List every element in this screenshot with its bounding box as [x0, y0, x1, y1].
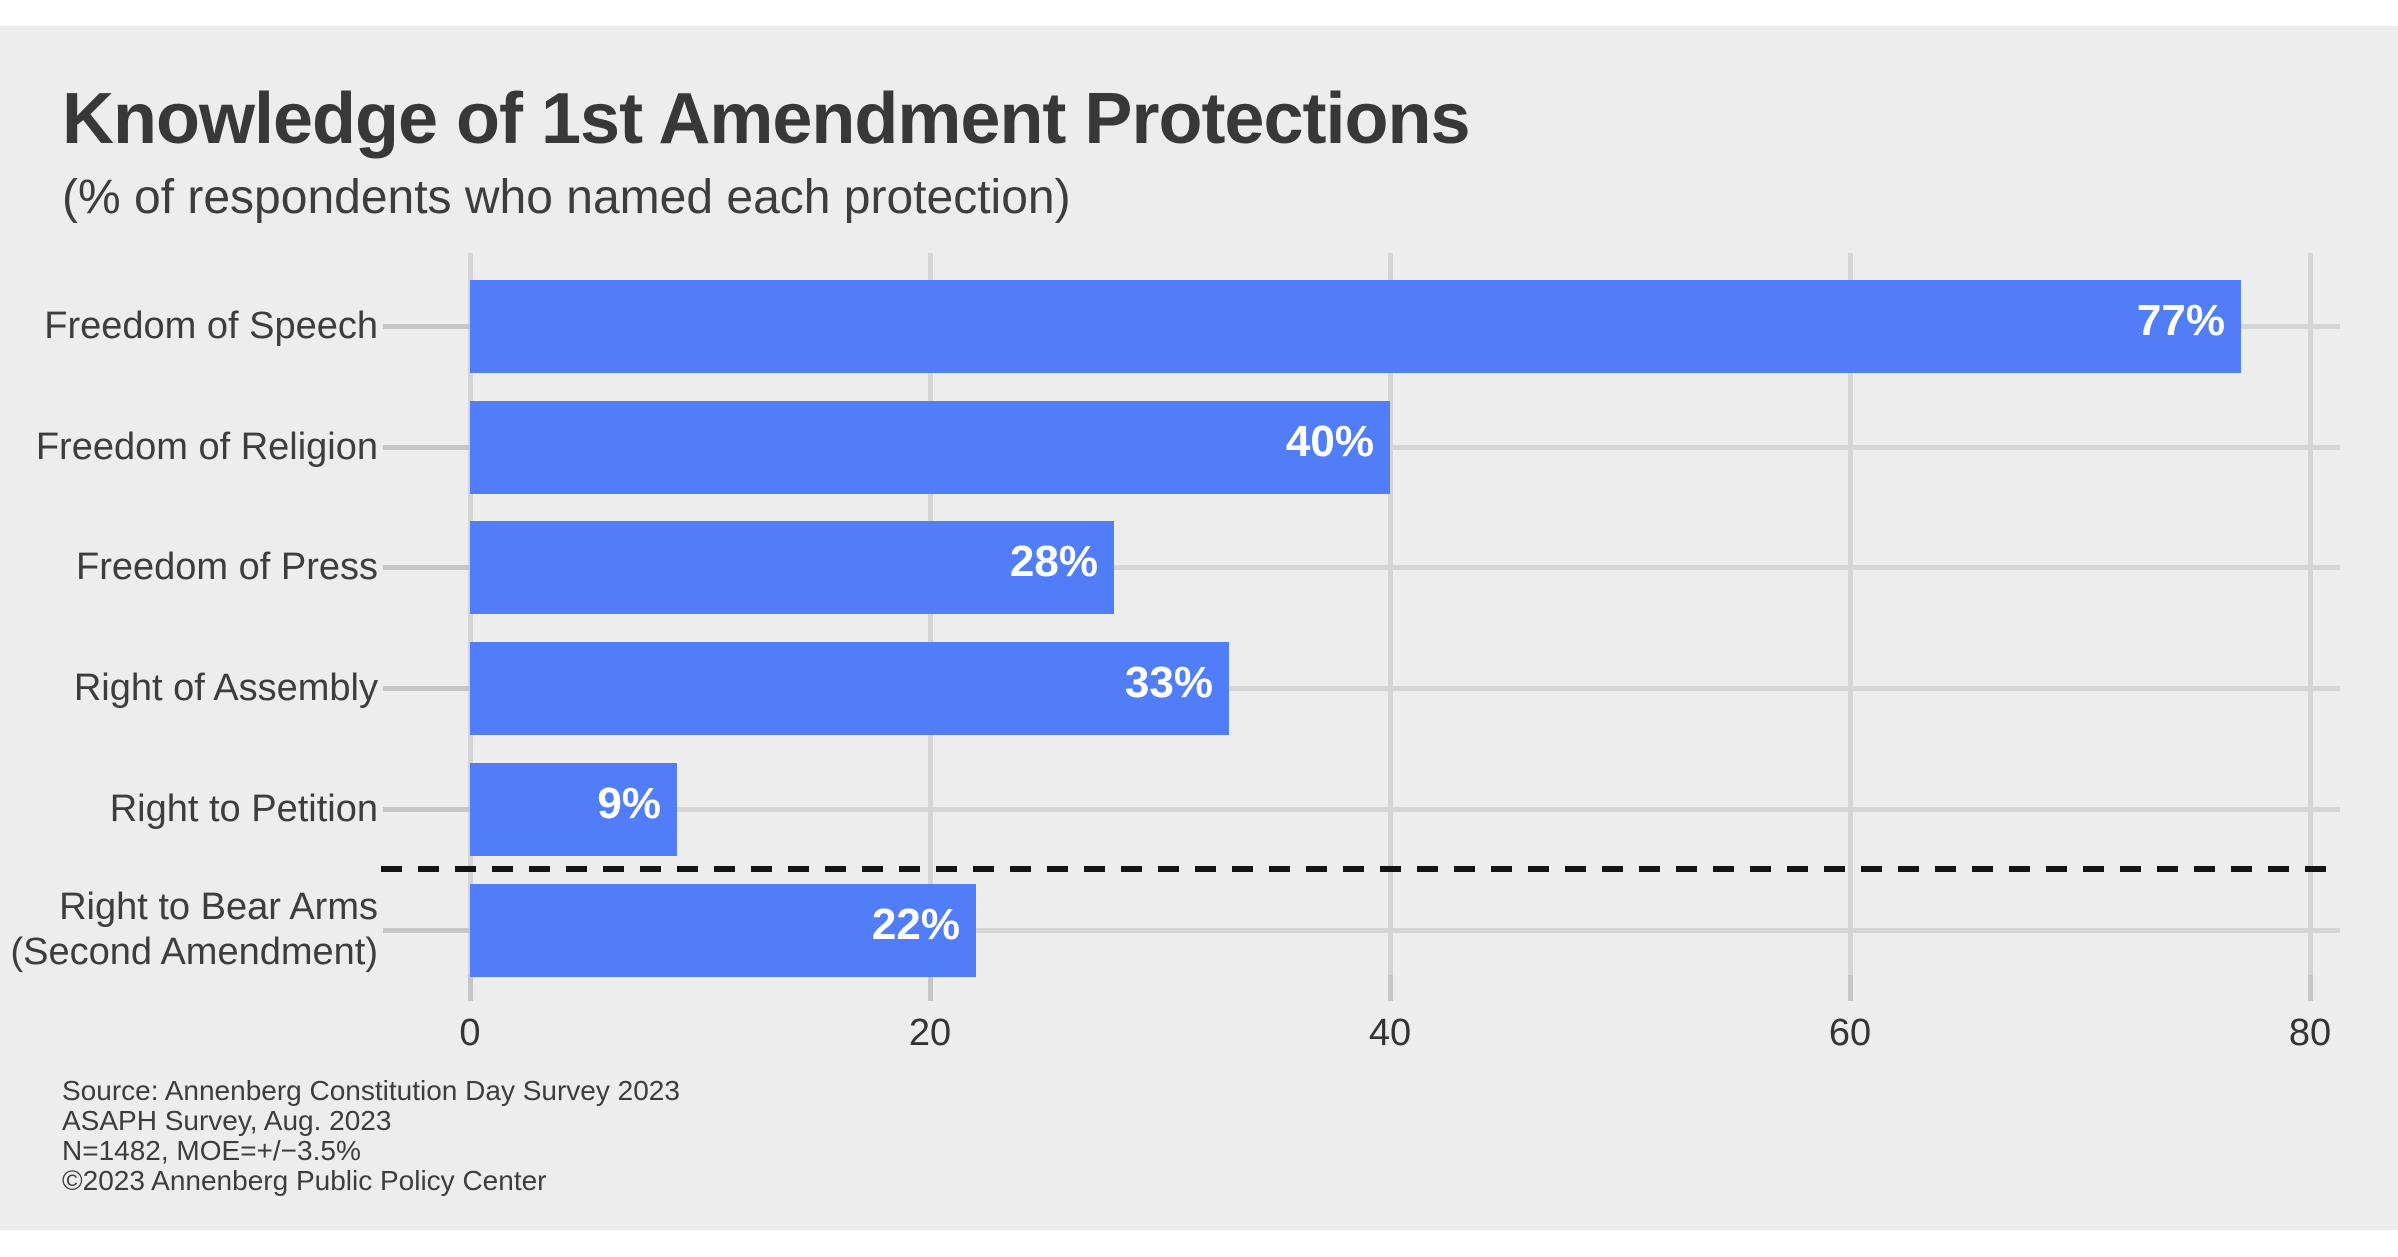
x-tick-label: 20 [908, 1012, 952, 1054]
x-tick-mark [2307, 975, 2313, 1001]
x-gridline [1387, 253, 1393, 975]
x-tick-label: 0 [459, 1012, 481, 1054]
bar-value-label: 77% [2136, 296, 2225, 345]
x-tick-label: 40 [1368, 1012, 1412, 1054]
y-gridline [470, 806, 2340, 812]
x-gridline [2307, 253, 2313, 975]
y-gridline [470, 565, 2340, 571]
bar [470, 400, 1390, 494]
x-tick-mark [1387, 975, 1393, 1001]
page-title: Knowledge of 1st Amendment Protections [62, 79, 1470, 159]
category-label: Right of Assembly [73, 667, 378, 710]
category-tick [383, 927, 470, 933]
y-gridline [470, 927, 2340, 933]
bar [470, 280, 2241, 373]
category-label: Freedom of Press [76, 546, 378, 589]
bottom-white-band [0, 1230, 2398, 1257]
y-gridline [470, 444, 2340, 450]
category-tick [383, 444, 470, 450]
bar [470, 521, 1114, 615]
source-note: Source: Annenberg Constitution Day Surve… [62, 1076, 680, 1196]
source-line: Source: Annenberg Constitution Day Surve… [62, 1075, 680, 1106]
x-tick-mark [927, 975, 933, 1001]
category-tick [383, 806, 470, 812]
category-label: Freedom of Speech [44, 305, 378, 347]
y-gridline [470, 686, 2340, 692]
category-label: Freedom of Religion [35, 425, 378, 468]
category-tick [383, 565, 470, 571]
bar [470, 883, 976, 977]
x-tick-label: 60 [1828, 1012, 1872, 1054]
bar-value-label: 9% [597, 778, 661, 828]
category-label: Right to Bear Arms (Second Amendment) [10, 886, 378, 973]
x-tick-label: 80 [2288, 1012, 2332, 1054]
page-subtitle: (% of respondents who named each protect… [62, 171, 1071, 224]
bar-value-label: 22% [871, 899, 960, 949]
source-line: ASAPH Survey, Aug. 2023 [62, 1105, 392, 1136]
source-line: N=1482, MOE=+/−3.5% [62, 1135, 361, 1166]
bar [470, 642, 1229, 736]
bar [470, 762, 677, 856]
source-line: ©2023 Annenberg Public Policy Center [62, 1165, 547, 1196]
x-tick-mark [467, 975, 473, 1001]
top-white-band [0, 0, 2398, 26]
category-label: Right to Petition [109, 787, 378, 830]
x-gridline [1847, 253, 1853, 975]
x-tick-mark [1847, 975, 1853, 1001]
category-tick [383, 324, 470, 329]
category-tick [383, 686, 470, 692]
amendment-separator-line [381, 866, 2340, 872]
bar-value-label: 33% [1124, 658, 1213, 708]
bar-value-label: 28% [1009, 537, 1098, 587]
bar-value-label: 40% [1285, 416, 1374, 466]
